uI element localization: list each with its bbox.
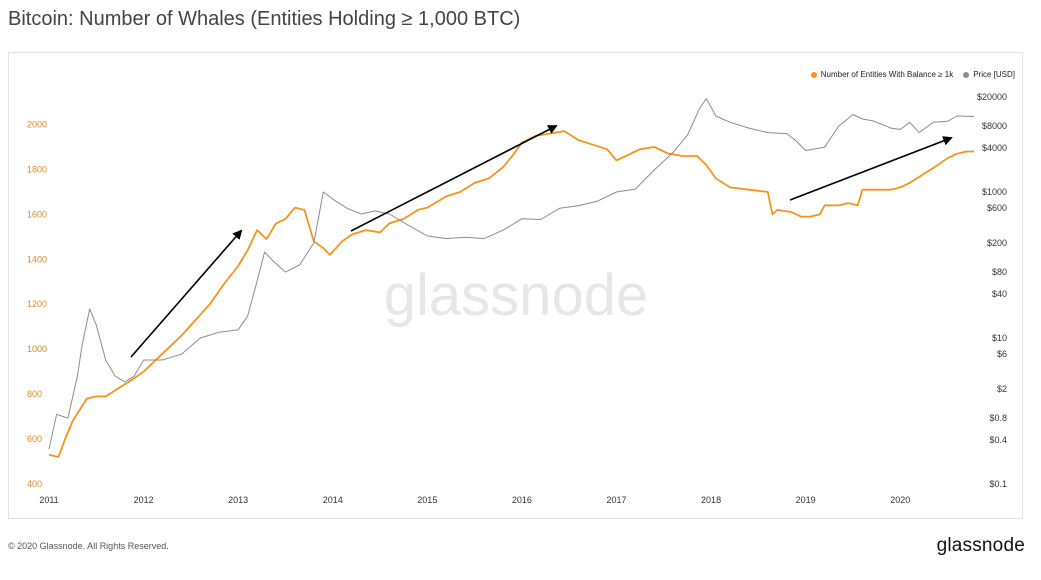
left-tick-label-1400: 1400 bbox=[27, 254, 47, 264]
left-tick-label-400: 400 bbox=[27, 479, 42, 489]
legend-label-entities: Number of Entities With Balance ≥ 1k bbox=[820, 70, 954, 79]
price-line bbox=[48, 98, 975, 450]
right-tick-label-12: $8000 bbox=[982, 121, 1007, 131]
right-tick-label-2: $0.8 bbox=[989, 413, 1007, 423]
legend-item-price[interactable]: Price [USD] bbox=[963, 70, 1015, 79]
orange-dot-icon bbox=[810, 71, 817, 78]
x-tick-label-2020: 2020 bbox=[890, 495, 910, 505]
right-tick-label-13: $20000 bbox=[977, 92, 1007, 102]
x-tick-label-2016: 2016 bbox=[512, 495, 532, 505]
right-tick-label-1: $0.4 bbox=[989, 435, 1007, 445]
trend-arrow-3 bbox=[789, 136, 953, 201]
chart-panel bbox=[8, 52, 1023, 519]
chart-title: Bitcoin: Number of Whales (Entities Hold… bbox=[8, 8, 521, 30]
right-tick-label-7: $80 bbox=[992, 267, 1007, 277]
right-tick-label-4: $6 bbox=[997, 349, 1007, 359]
x-tick-label-2011: 2011 bbox=[39, 495, 58, 505]
whale-count-line bbox=[48, 130, 974, 458]
right-tick-label-10: $1000 bbox=[982, 187, 1007, 197]
legend-item-entities[interactable]: Number of Entities With Balance ≥ 1k bbox=[810, 70, 954, 79]
right-tick-label-3: $2 bbox=[997, 384, 1007, 394]
x-tick-label-2015: 2015 bbox=[417, 495, 437, 505]
right-tick-label-0: $0.1 bbox=[989, 479, 1007, 489]
left-tick-label-1600: 1600 bbox=[27, 209, 47, 219]
x-tick-label-2019: 2019 bbox=[796, 495, 816, 505]
x-tick-label-2012: 2012 bbox=[134, 495, 154, 505]
right-tick-label-5: $10 bbox=[992, 333, 1007, 343]
x-tick-label-2013: 2013 bbox=[228, 495, 248, 505]
x-tick-label-2014: 2014 bbox=[323, 495, 343, 505]
watermark-text: glassnode bbox=[384, 263, 648, 328]
left-tick-label-1000: 1000 bbox=[27, 344, 47, 354]
right-tick-label-6: $40 bbox=[992, 289, 1007, 299]
x-tick-label-2018: 2018 bbox=[701, 495, 721, 505]
left-tick-label-800: 800 bbox=[27, 389, 42, 399]
copyright-text: © 2020 Glassnode. All Rights Reserved. bbox=[8, 541, 169, 551]
left-tick-label-1800: 1800 bbox=[27, 164, 47, 174]
left-tick-label-2000: 2000 bbox=[27, 119, 47, 129]
x-tick-label-2017: 2017 bbox=[606, 495, 626, 505]
trend-arrow-1 bbox=[130, 229, 243, 358]
right-tick-label-11: $4000 bbox=[982, 143, 1007, 153]
right-tick-label-9: $600 bbox=[987, 203, 1007, 213]
gray-dot-icon bbox=[963, 71, 970, 78]
legend: Number of Entities With Balance ≥ 1k Pri… bbox=[810, 70, 1015, 79]
right-tick-label-8: $200 bbox=[987, 238, 1007, 248]
left-tick-label-600: 600 bbox=[27, 434, 42, 444]
left-tick-label-1200: 1200 bbox=[27, 299, 47, 309]
legend-label-price: Price [USD] bbox=[973, 70, 1015, 79]
trend-arrow-2 bbox=[350, 125, 558, 232]
glassnode-logo[interactable]: glassnode bbox=[936, 535, 1025, 556]
